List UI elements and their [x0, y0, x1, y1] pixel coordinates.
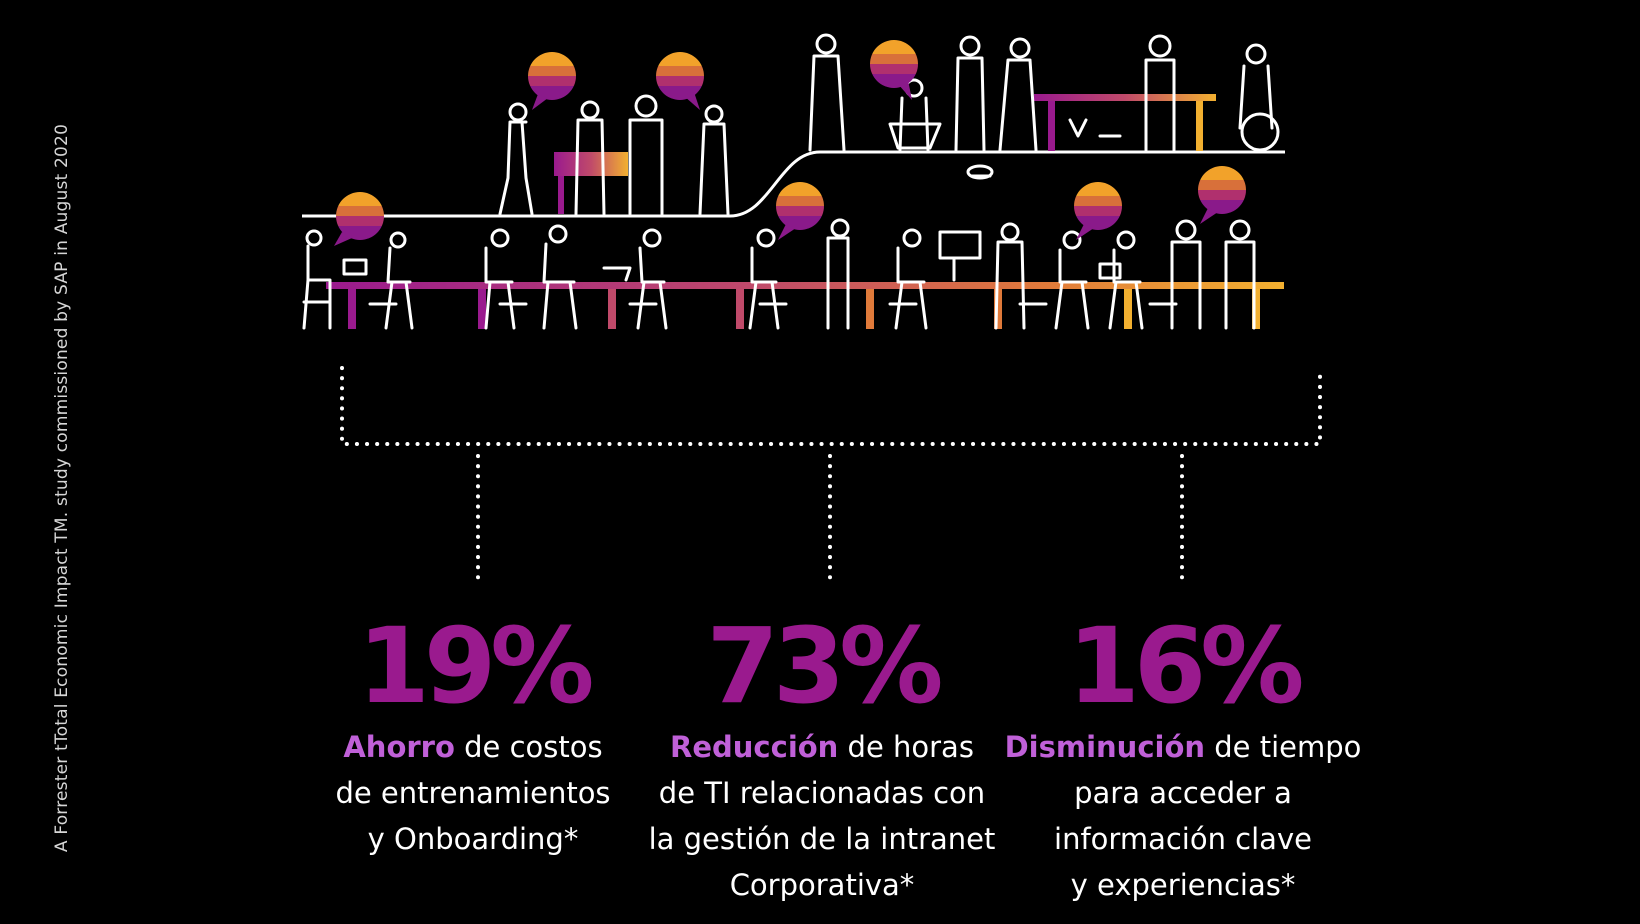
stat-emphasis: Reducción — [670, 730, 839, 764]
stat-line-1-rest: de costos — [454, 730, 603, 764]
stat-line-3: información clave — [1054, 822, 1312, 856]
stat-value: 73% — [706, 605, 944, 727]
stat-line-1: Reducción de horas — [632, 724, 1012, 770]
stat-line-3: y Onboarding* — [367, 822, 579, 856]
stat-line-2: de entrenamientos — [335, 776, 611, 810]
stat-line-2: de TI relacionadas con — [658, 776, 986, 810]
stat-emphasis: Ahorro — [343, 730, 455, 764]
stat-line-3: la gestión de la intranet — [648, 822, 996, 856]
office-people-illustration — [302, 33, 1285, 330]
stat-line-1: Disminución de tiempo — [993, 724, 1373, 770]
stat-description: Reducción de horas de TI relacionadas co… — [632, 724, 1012, 908]
stat-line-4: Corporativa* — [729, 868, 915, 902]
stat-value: 19% — [357, 605, 595, 727]
stat-description: Disminución de tiempo para acceder a inf… — [993, 724, 1373, 908]
stat-line-4: y experiencias* — [1070, 868, 1296, 902]
dotted-connector — [340, 366, 1322, 588]
stat-description: Ahorro de costos de entrenamientos y Onb… — [283, 724, 663, 862]
stat-value: 16% — [1067, 605, 1305, 727]
stat-emphasis: Disminución — [1004, 730, 1206, 764]
stat-line-1: Ahorro de costos — [283, 724, 663, 770]
stat-it-hours-reduction: 73% Reducción de horas de TI relacionada… — [632, 612, 1012, 908]
stat-line-2: para acceder a — [1074, 776, 1292, 810]
stat-line-1-rest: de tiempo — [1205, 730, 1362, 764]
stat-access-time-decrease: 16% Disminución de tiempo para acceder a… — [993, 612, 1373, 908]
source-note: A Forrester tTotal Economic Impact TM. s… — [52, 123, 72, 853]
stat-line-1-rest: de horas — [838, 730, 974, 764]
stat-training-savings: 19% Ahorro de costos de entrenamientos y… — [283, 612, 663, 862]
